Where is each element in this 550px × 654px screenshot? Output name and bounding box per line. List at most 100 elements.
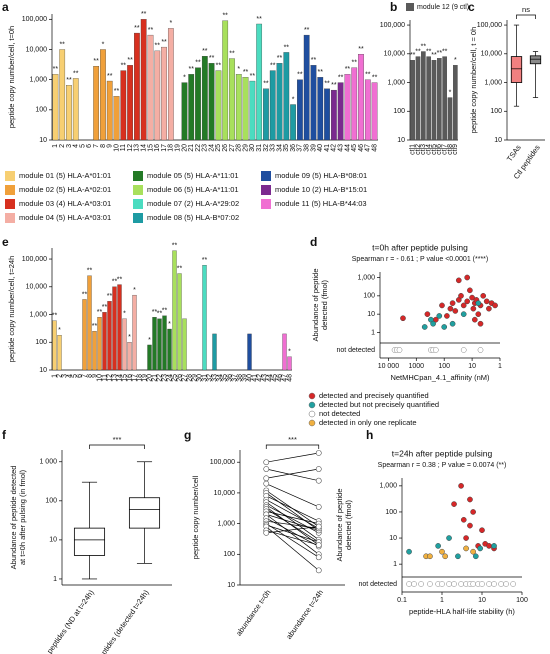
x-tick-label: 1 — [52, 144, 59, 148]
significance-label: ** — [189, 66, 195, 73]
y-axis-label: at t=0h after pulsing (in fmol) — [18, 469, 27, 565]
point — [486, 581, 492, 587]
bar — [364, 79, 371, 141]
x-tick-label: 12 — [127, 144, 134, 152]
significance-bracket — [265, 444, 320, 449]
pair-line — [266, 495, 319, 522]
bar — [437, 58, 442, 141]
bar — [147, 344, 152, 371]
panel-letter: g — [184, 428, 191, 442]
pair-line — [266, 511, 319, 524]
significance-label: ** — [148, 27, 154, 34]
point — [315, 504, 322, 510]
legend-label: module 11 (5) HLA-B*44:03 — [275, 199, 367, 208]
x-tick-label: 36 — [226, 374, 233, 382]
pair-line — [266, 452, 319, 463]
bar — [134, 32, 140, 141]
x-tick-label: 30 — [249, 144, 256, 152]
significance-label: ** — [256, 16, 262, 23]
bar — [167, 28, 174, 141]
significance-label: * — [58, 327, 61, 334]
significance-bracket — [516, 14, 536, 19]
point — [263, 459, 270, 466]
bar — [202, 265, 207, 371]
x-tick-label: 41 — [251, 374, 258, 382]
bar — [276, 63, 283, 141]
significance-label: ** — [263, 81, 269, 88]
point — [400, 315, 406, 322]
y-tick-label: 1,000 — [29, 311, 47, 318]
y-tick-label: 10 — [494, 137, 502, 144]
significance-label: ** — [152, 309, 158, 316]
legend-label: module 03 (4) HLA-A*03:01 — [19, 199, 111, 208]
bar — [93, 66, 100, 141]
significance-label: ** — [437, 50, 443, 57]
chart-title: t=0h after peptide pulsing — [372, 242, 468, 252]
x-tick-label: abundance t=24h — [284, 588, 325, 641]
x-tick-label: ctl3 — [420, 144, 427, 155]
x-tick-label: 100 — [438, 363, 450, 370]
y-axis-label: peptide copy number/cell, t=0h — [7, 26, 16, 128]
bar — [92, 331, 97, 371]
point — [263, 480, 270, 487]
legend-swatch — [261, 185, 271, 195]
point — [449, 320, 456, 327]
x-tick-label: 26 — [176, 374, 183, 382]
x-tick-label: 35 — [221, 374, 228, 382]
nd-label: not detected — [358, 581, 397, 588]
point — [463, 535, 469, 541]
legend-swatch — [261, 199, 271, 209]
bar — [256, 23, 263, 141]
x-tick-label: ctl8 — [447, 144, 454, 155]
point — [447, 305, 454, 312]
significance-label: ** — [318, 69, 324, 76]
legend-swatch — [5, 213, 15, 223]
bar — [157, 318, 162, 371]
significance-label: *** — [113, 435, 122, 444]
bar — [222, 20, 229, 141]
x-tick-label: 9 — [91, 374, 98, 378]
bar — [421, 51, 426, 141]
x-tick-label: 2 — [56, 374, 63, 378]
bar — [351, 67, 358, 141]
box — [529, 55, 542, 65]
y-tick-label: 100,000 — [477, 22, 502, 29]
pair-line — [266, 514, 319, 555]
x-tick-label: 31 — [201, 374, 208, 382]
y-axis-label: detected (fmol) — [344, 499, 353, 550]
significance-label: ** — [161, 39, 167, 46]
point — [439, 302, 445, 309]
significance-label: ** — [277, 55, 283, 62]
point — [492, 302, 498, 309]
point — [460, 302, 467, 309]
x-tick-label: 28 — [236, 144, 243, 152]
x-tick-label: 6 — [76, 374, 83, 378]
point — [441, 324, 448, 330]
y-tick-label: 100 — [35, 339, 47, 346]
point — [477, 347, 484, 353]
point — [458, 581, 464, 587]
legend-label: module 08 (5) HLA-B*07:02 — [147, 213, 239, 222]
significance-label: ** — [53, 66, 59, 73]
significance-label: ** — [66, 77, 72, 84]
x-tick-label: 27 — [181, 374, 188, 382]
significance-label: ** — [107, 73, 113, 80]
point — [455, 553, 461, 560]
legend-swatch — [133, 185, 143, 195]
x-tick-label: 42 — [331, 144, 338, 152]
significance-label: ** — [82, 291, 88, 298]
significance-label: ** — [442, 48, 448, 55]
significance-label: ** — [59, 41, 65, 48]
point — [406, 581, 412, 587]
x-tick-label: ctl9 — [452, 144, 459, 155]
bar — [181, 82, 188, 141]
point — [471, 316, 478, 323]
significance-label: *** — [288, 435, 297, 444]
chart-title: t=24h after peptide pulsing — [392, 448, 493, 458]
legend-label: module 01 (5) HLA-A*01:01 — [19, 171, 111, 180]
legend-swatch — [406, 3, 414, 11]
legend-swatch — [261, 171, 271, 181]
point — [455, 277, 462, 284]
significance-label: ** — [195, 59, 201, 66]
x-tick-label: 35 — [283, 144, 290, 152]
